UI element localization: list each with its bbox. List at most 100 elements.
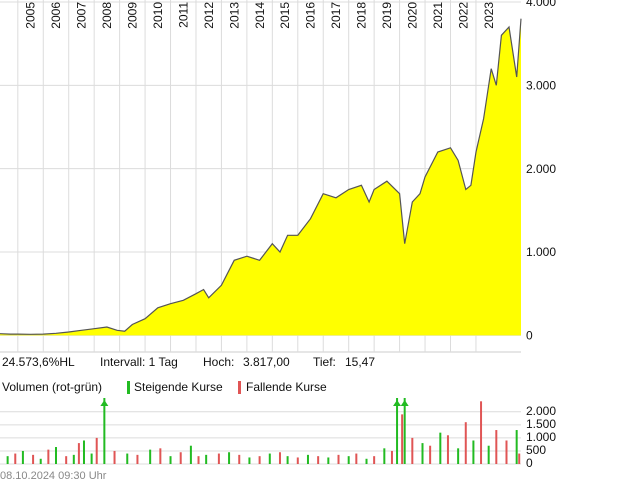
volume-bar — [32, 454, 35, 464]
volume-bar — [14, 453, 17, 464]
y-tick-label: 0 — [526, 456, 533, 470]
volume-bar — [306, 454, 309, 464]
y-tick-label: 3.000 — [526, 79, 556, 93]
x-tick-label: 2022 — [456, 2, 470, 29]
price-area — [0, 18, 521, 336]
volume-bar — [126, 453, 129, 464]
volume-bar — [65, 456, 68, 464]
volume-bar — [113, 450, 116, 464]
volume-bar — [347, 456, 350, 464]
volume-bar — [21, 450, 24, 464]
x-tick-label: 2009 — [126, 2, 140, 29]
volume-bar — [411, 437, 414, 464]
y-tick-label: 1.000 — [526, 430, 556, 444]
volume-bar — [337, 454, 340, 464]
volume-bar — [355, 453, 358, 464]
volume-bar — [72, 454, 75, 464]
y-tick-label: 4.000 — [526, 0, 556, 9]
volume-bar — [159, 448, 162, 464]
volume-bar — [457, 448, 460, 464]
volume-bar — [518, 453, 521, 464]
volume-bar — [258, 456, 261, 464]
volume-bar — [472, 440, 475, 464]
volume-bar — [149, 449, 152, 464]
x-tick-label: 2017 — [329, 2, 343, 29]
x-tick-label: 2021 — [431, 2, 445, 29]
x-tick-label: 2018 — [355, 2, 369, 29]
volume-bar — [90, 453, 93, 464]
volume-bar — [268, 453, 271, 464]
volume-bar — [6, 456, 9, 464]
volume-bar — [103, 398, 106, 464]
volume-bar — [189, 445, 192, 464]
volume-bar — [217, 453, 220, 464]
x-tick-label: 2010 — [151, 2, 165, 29]
volume-bar — [205, 454, 208, 464]
volume-bar — [169, 456, 172, 464]
overflow-arrow — [393, 400, 402, 406]
volume-bar — [82, 440, 85, 464]
volume-bar — [439, 432, 442, 464]
volume-bar — [136, 454, 139, 464]
legend-swatch — [238, 381, 241, 394]
volume-bar — [296, 457, 299, 464]
volume-bar — [248, 457, 251, 464]
y-tick-label: 1.000 — [526, 245, 556, 259]
x-tick-label: 2007 — [75, 2, 89, 29]
volume-bar — [515, 430, 518, 464]
volume-bar — [77, 443, 80, 464]
y-tick-label: 1.500 — [526, 417, 556, 431]
footer: 08.10.2024 09:30 Uhr — [0, 470, 107, 482]
volume-bar — [317, 456, 320, 464]
volume-bar — [383, 448, 386, 464]
x-tick-label: 2020 — [405, 2, 419, 29]
volume-bar — [505, 440, 508, 464]
volume-bar — [228, 452, 231, 464]
volume-bar — [365, 458, 368, 464]
x-tick-label: 2016 — [304, 2, 318, 29]
volume-bar — [373, 456, 376, 464]
volume-bar — [396, 398, 399, 464]
volume-bar — [286, 456, 289, 464]
volume-bar — [327, 457, 330, 464]
volume-bar — [429, 445, 432, 464]
x-tick-label: 2015 — [278, 2, 292, 29]
legend-label: Steigende Kurse — [134, 380, 223, 394]
volume-bar — [197, 456, 200, 464]
volume-bar — [464, 422, 467, 464]
x-tick-label: 2011 — [176, 2, 190, 28]
volume-bar — [95, 437, 98, 464]
volume-bar — [446, 435, 449, 464]
bars — [6, 398, 521, 464]
stat-label: Hoch: — [203, 355, 234, 369]
volume-bar — [39, 458, 42, 464]
overflow-arrow — [400, 400, 409, 406]
y-tick-label: 500 — [526, 443, 546, 457]
volume-bar — [480, 401, 483, 464]
volume-bar — [495, 430, 498, 464]
stat-label: 24.573,6%HL — [2, 355, 75, 369]
legend-label: Fallende Kurse — [246, 380, 327, 394]
stat-label: 15,47 — [345, 355, 375, 369]
y-tick-label: 2.000 — [526, 162, 556, 176]
volume-title: Volumen (rot-grün) — [2, 380, 102, 394]
x-tick-label: 2019 — [380, 2, 394, 29]
stat-label: 3.817,00 — [243, 355, 290, 369]
x-tick-label: 2012 — [202, 2, 216, 29]
volume-bar — [278, 452, 281, 464]
volume-bar — [421, 443, 424, 464]
x-tick-label: 2008 — [100, 2, 114, 29]
stat-label: Intervall: 1 Tag — [100, 355, 178, 369]
x-tick-label: 2005 — [24, 2, 38, 29]
x-tick-label: 2023 — [482, 2, 496, 29]
price-line — [0, 18, 522, 335]
x-tick-label: 2014 — [253, 2, 267, 29]
x-tick-label: 2013 — [227, 2, 241, 29]
stat-label: Tief: — [313, 355, 336, 369]
volume-bar — [487, 445, 490, 464]
overflow-arrow — [100, 400, 109, 406]
volume-bar — [403, 398, 406, 464]
x-tick-label: 2006 — [49, 2, 63, 29]
y-tick-label: 2.000 — [526, 404, 556, 418]
y-tick-label: 0 — [526, 329, 533, 343]
